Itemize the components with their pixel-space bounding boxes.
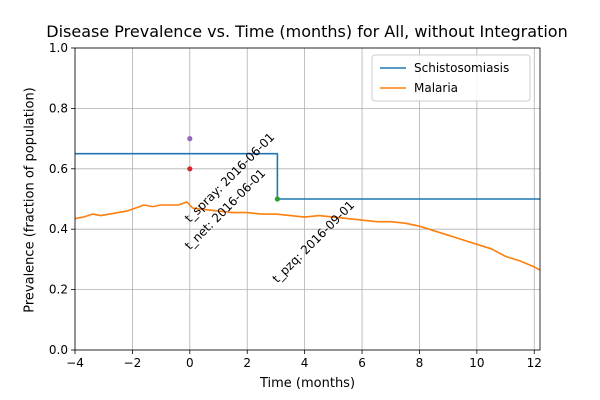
series-line-malaria [75,201,540,271]
x-tick-label: 10 [469,356,484,370]
y-tick-label: 0.8 [49,101,68,115]
y-tick-label: 1.0 [49,41,68,55]
event-annotation: t_pzq: 2016-09-01 [270,198,358,286]
y-tick-label: 0.0 [49,343,68,357]
y-tick-label: 0.6 [49,162,68,176]
x-tick-label: 4 [301,356,309,370]
event-marker [187,136,193,142]
series-line-schistosomiasis [75,152,540,200]
x-tick-label: 8 [416,356,424,370]
axes-frame [74,47,541,351]
legend-box [371,54,531,102]
x-axis-label: Time (months) [259,376,356,391]
legend-label: Schistosomiasis [414,61,509,75]
y-tick-label: 0.4 [49,222,68,236]
chart-title: Disease Prevalence vs. Time (months) for… [46,22,568,41]
y-tick-label: 0.2 [49,283,68,297]
x-tick-label: −4 [66,356,84,370]
event-marker [187,166,193,172]
event-marker [274,196,280,202]
x-tick-label: 12 [527,356,542,370]
x-tick-label: 2 [243,356,251,370]
x-tick-label: −2 [124,356,142,370]
legend-label: Malaria [414,81,458,95]
x-tick-label: 0 [186,356,194,370]
x-tick-label: 6 [358,356,366,370]
